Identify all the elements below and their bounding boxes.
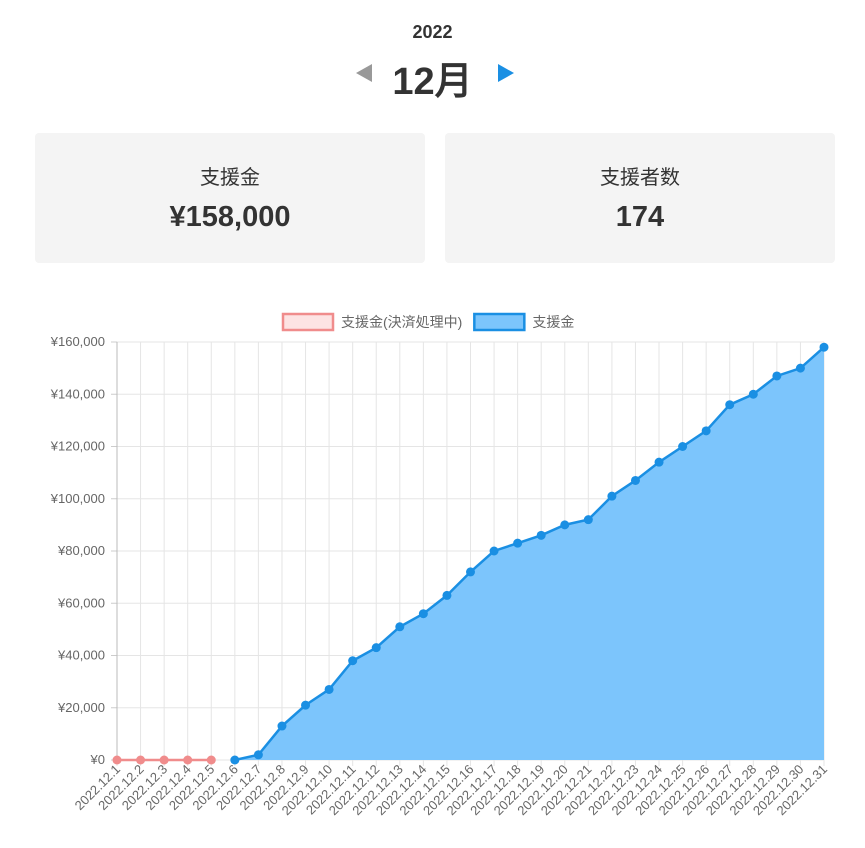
month: 12月 — [392, 61, 473, 103]
y-tick-label: ¥160,000 — [50, 334, 105, 349]
chart: ¥0 ¥20,000 ¥40,000 ¥60,000 ¥80,000 ¥100,000 ¥1… — [50, 312, 830, 818]
point — [348, 656, 358, 666]
card: 支援者数 174 — [445, 133, 835, 263]
point — [136, 755, 146, 765]
area — [234, 347, 825, 760]
point — [748, 389, 758, 399]
point — [819, 342, 829, 352]
point — [678, 442, 688, 451]
point — [395, 622, 405, 632]
legend-swatch — [281, 312, 335, 332]
card-label: 支援金 — [200, 167, 260, 189]
point — [536, 530, 546, 540]
point — [183, 755, 193, 765]
card-value: 174 — [615, 201, 665, 233]
point — [560, 520, 570, 530]
point — [630, 475, 640, 485]
point — [489, 546, 499, 556]
year: 2022 — [412, 22, 453, 42]
point — [112, 755, 122, 765]
legend-swatch — [473, 312, 526, 332]
point — [253, 750, 263, 760]
point — [583, 515, 593, 525]
point — [607, 491, 617, 501]
y-tick-label: ¥20,000 — [57, 700, 105, 715]
point — [442, 590, 452, 600]
y-tick-label: ¥40,000 — [57, 648, 105, 663]
line — [234, 346, 825, 762]
point — [725, 400, 735, 410]
legend-label: 支援金(決済処理中) — [341, 314, 462, 330]
y-tick-label: ¥140,000 — [50, 386, 105, 401]
point — [466, 567, 475, 577]
card-value: ¥158,000 — [169, 201, 291, 233]
point — [230, 755, 240, 765]
point — [418, 609, 428, 619]
prev-month[interactable] — [354, 62, 374, 84]
point — [701, 426, 711, 436]
point — [772, 371, 782, 381]
next-month[interactable] — [496, 62, 516, 84]
point — [324, 684, 334, 694]
point — [206, 755, 216, 765]
y-tick-label: ¥60,000 — [57, 595, 105, 610]
point — [371, 643, 381, 653]
point — [513, 538, 523, 548]
legend-label: 支援金 — [532, 314, 574, 330]
y-tick-label: ¥120,000 — [50, 439, 105, 454]
y-tick-label: ¥100,000 — [50, 491, 105, 506]
y-tick-label: ¥80,000 — [57, 543, 105, 558]
point — [277, 721, 287, 731]
card-label: 支援者数 — [600, 167, 680, 189]
point — [159, 755, 169, 765]
card: 支援金 ¥158,000 — [35, 133, 425, 263]
point — [654, 457, 664, 467]
point — [301, 700, 311, 710]
point — [795, 363, 805, 373]
y-tick-label: ¥0 — [90, 752, 105, 767]
